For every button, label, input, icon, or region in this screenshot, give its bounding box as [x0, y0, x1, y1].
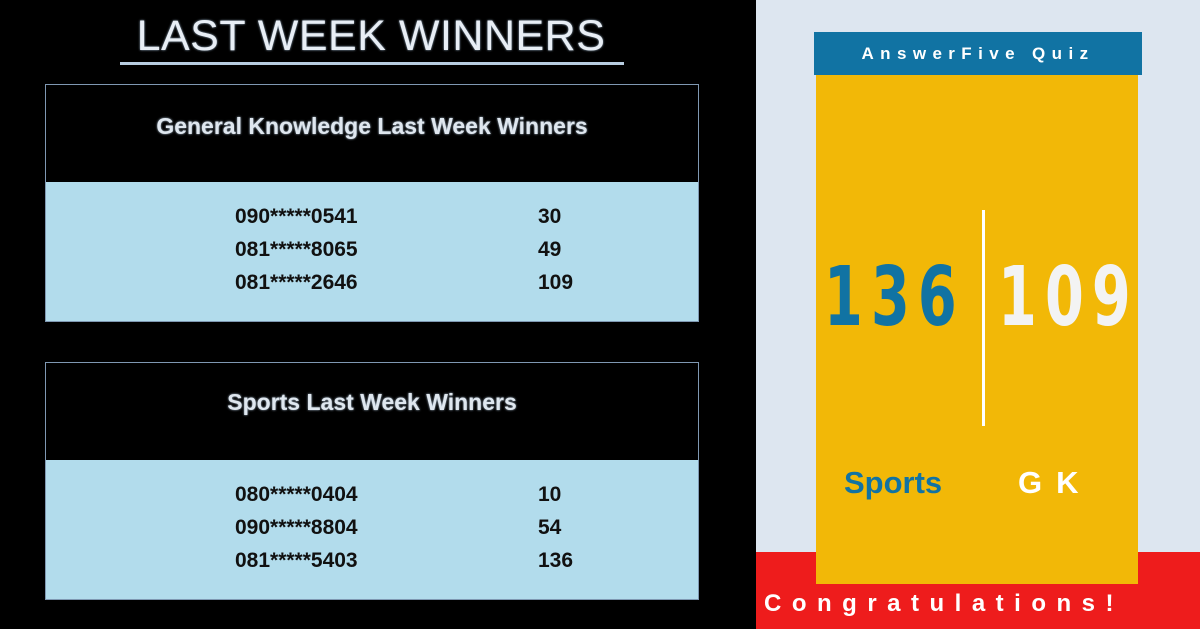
sports-label: Sports: [844, 465, 943, 500]
table-row: 081*****8065 49: [46, 238, 698, 271]
gk-count: 109: [998, 250, 1139, 345]
gk-label: GK: [1018, 465, 1093, 500]
title-underline: [120, 62, 624, 65]
gk-winners-panel: General Knowledge Last Week Winners 090*…: [45, 84, 699, 322]
winner-number: 081*****5403: [235, 549, 358, 572]
winner-score: 109: [538, 271, 574, 294]
winner-score: 10: [538, 483, 562, 506]
winner-number: 081*****8065: [235, 238, 358, 261]
card-divider: [982, 210, 985, 426]
table-row: 081*****5403 136: [46, 549, 698, 582]
winner-number: 090*****0541: [235, 205, 358, 228]
sports-panel-header: Sports Last Week Winners: [46, 363, 698, 460]
winners-section: LAST WEEK WINNERS General Knowledge Last…: [45, 12, 699, 600]
winner-score: 49: [538, 238, 562, 261]
table-row: 090*****8804 54: [46, 516, 698, 549]
winner-number: 080*****0404: [235, 483, 358, 506]
table-row: 090*****0541 30: [46, 205, 698, 238]
sports-winners-list: 080*****0404 10 090*****8804 54 081*****…: [46, 460, 698, 599]
table-row: 080*****0404 10: [46, 483, 698, 516]
gk-panel-header: General Knowledge Last Week Winners: [46, 85, 698, 182]
gk-panel-title: General Knowledge Last Week Winners: [156, 113, 588, 139]
winner-number: 081*****2646: [235, 271, 358, 294]
table-row: 081*****2646 109: [46, 271, 698, 304]
congrats-text: Congratulations!: [764, 590, 1124, 617]
brand-title: AnswerFive Quiz: [814, 32, 1142, 75]
winner-number: 090*****8804: [235, 516, 358, 539]
winner-score: 54: [538, 516, 562, 539]
sports-count: 136: [824, 250, 965, 345]
sports-panel-title: Sports Last Week Winners: [227, 389, 517, 415]
quiz-summary-section: AnswerFive Quiz 136 109 Sports GK Congra…: [756, 0, 1200, 629]
gk-winners-list: 090*****0541 30 081*****8065 49 081*****…: [46, 182, 698, 321]
score-card: [816, 72, 1138, 584]
main-title: LAST WEEK WINNERS: [136, 12, 606, 60]
winner-score: 30: [538, 205, 562, 228]
sports-winners-panel: Sports Last Week Winners 080*****0404 10…: [45, 362, 699, 600]
winner-score: 136: [538, 549, 574, 572]
